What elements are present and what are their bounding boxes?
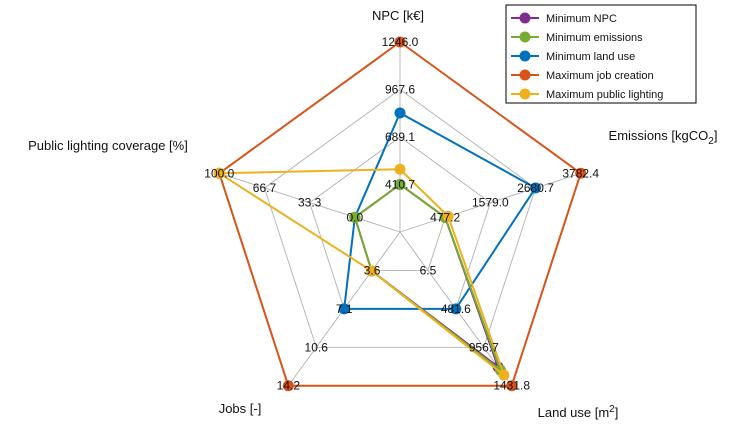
- tick-label: 967.6: [385, 83, 415, 97]
- series-5-point-4: [366, 265, 378, 277]
- series-layer: [213, 36, 587, 392]
- series-4-point-1: [394, 36, 406, 48]
- series-4-point-4: [282, 380, 294, 392]
- axis-label-layer: NPC [k€]Emissions [kgCO2]Land use [m2]Jo…: [28, 8, 717, 420]
- tick-label: 7.1: [336, 302, 353, 316]
- legend-item: Minimum land use: [511, 50, 635, 63]
- tick-label: 66.7: [253, 181, 277, 195]
- series-line-5: [218, 168, 505, 377]
- legend-marker: [519, 31, 531, 43]
- tick-label: 689.1: [385, 130, 415, 144]
- grid-spoke-2: [399, 172, 581, 233]
- legend-label: Minimum emissions: [546, 32, 643, 44]
- axis-label-text: NPC [k€]: [372, 8, 424, 23]
- series-3-point-4: [338, 303, 350, 315]
- tick-label: 3782.4: [562, 166, 599, 180]
- series-3-point-1: [394, 107, 406, 119]
- legend-label: Minimum NPC: [546, 13, 617, 25]
- axis-label-text: Jobs [-]: [219, 401, 262, 416]
- legend-box: [505, 4, 697, 104]
- series-5-point-5: [213, 167, 225, 179]
- tick-label: 3.6: [364, 263, 381, 277]
- axis-label-4: Jobs [-]: [219, 401, 262, 416]
- tick-label: 1246.0: [382, 35, 419, 49]
- axis-label-text: Land use [m: [538, 405, 610, 420]
- tick-label: 10.6: [305, 340, 329, 354]
- tick-label: 0.0: [346, 210, 363, 224]
- tick-label: 481.6: [441, 302, 471, 316]
- series-2-point-1: [394, 178, 406, 190]
- axis-label-text: Public lighting coverage [%]: [28, 138, 188, 153]
- tick-label: 6.5: [420, 263, 437, 277]
- legend: Minimum NPC Minimum emissions Minimum land…: [505, 4, 697, 104]
- legend-items: Minimum NPC Minimum emissions Minimum land…: [511, 12, 663, 101]
- tick-label: 410.7: [385, 178, 415, 192]
- tick-label: 14.2: [277, 379, 301, 393]
- tick-label: 100.0: [204, 166, 234, 180]
- legend-label: Maximum job creation: [546, 70, 654, 82]
- axis-label-3: Land use [m2]: [538, 404, 619, 420]
- tick-label: 956.7: [469, 340, 499, 354]
- series-4-point-2: [575, 167, 587, 179]
- series-5-point-2: [442, 210, 454, 222]
- tick-label: 1579.0: [472, 196, 509, 210]
- axis-label-5: Public lighting coverage [%]: [28, 138, 188, 153]
- legend-marker: [519, 12, 531, 24]
- series-2-point-5: [349, 211, 361, 223]
- legend-label: Minimum land use: [546, 51, 635, 63]
- tick-label-layer: 410.7 689.1 967.6 1246.0 477.2 1579.0 2680.7 37…: [204, 35, 599, 393]
- legend-item: Minimum emissions: [511, 31, 643, 44]
- axis-label-superscript: 2: [609, 404, 615, 415]
- axis-label-subscript: 2: [708, 136, 714, 147]
- series-line-4: [218, 41, 582, 387]
- tick-label: 1431.8: [493, 379, 530, 393]
- legend-marker: [519, 88, 531, 100]
- tick-label: 33.3: [298, 196, 322, 210]
- axis-label-text: Emissions [kgCO: [609, 128, 709, 143]
- legend-marker: [519, 50, 531, 62]
- axis-label-2: Emissions [kgCO2]: [609, 128, 718, 147]
- legend-label: Maximum public lighting: [546, 89, 663, 101]
- series-3-point-2: [530, 182, 542, 194]
- axis-label-end: ]: [615, 405, 619, 420]
- series-line-3: [343, 111, 537, 310]
- legend-marker: [519, 69, 531, 81]
- tick-label: 477.2: [430, 210, 460, 224]
- legend-item: Maximum public lighting: [511, 88, 663, 101]
- series-5-point-1: [394, 163, 406, 175]
- axis-label-end: ]: [714, 128, 718, 143]
- grid-spoke-5: [219, 172, 401, 233]
- legend-item: Minimum NPC: [511, 12, 617, 25]
- tick-label: 2680.7: [517, 181, 554, 195]
- series-5-point-3: [498, 369, 510, 381]
- series-4-point-3: [506, 380, 518, 392]
- legend-item: Maximum job creation: [511, 69, 654, 82]
- series-3-point-3: [450, 303, 462, 315]
- axis-label-1: NPC [k€]: [372, 8, 424, 23]
